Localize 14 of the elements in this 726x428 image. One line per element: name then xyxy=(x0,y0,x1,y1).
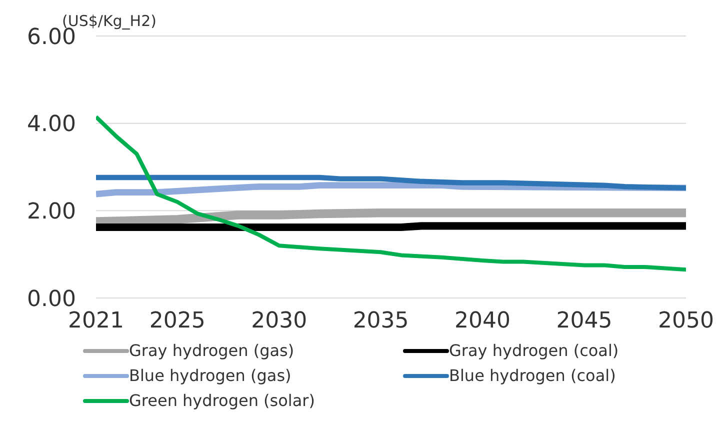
legend-label: Gray hydrogen (coal) xyxy=(449,341,619,360)
y-tick-label: 4.00 xyxy=(27,112,76,138)
y-tick-label: 2.00 xyxy=(27,199,76,224)
x-tick-label: 2035 xyxy=(352,308,409,334)
x-tick-label: 2040 xyxy=(454,308,511,334)
x-tick-label: 2030 xyxy=(251,308,308,334)
legend-label: Blue hydrogen (gas) xyxy=(129,366,292,385)
x-tick-label: 2050 xyxy=(658,308,714,334)
legend-label: Blue hydrogen (coal) xyxy=(449,366,616,385)
x-tick-label: 2025 xyxy=(149,308,206,334)
x-tick-label: 2045 xyxy=(556,308,612,334)
legend-label: Gray hydrogen (gas) xyxy=(129,341,294,360)
legend-label: Green hydrogen (solar) xyxy=(129,391,315,410)
line-series xyxy=(96,114,686,272)
